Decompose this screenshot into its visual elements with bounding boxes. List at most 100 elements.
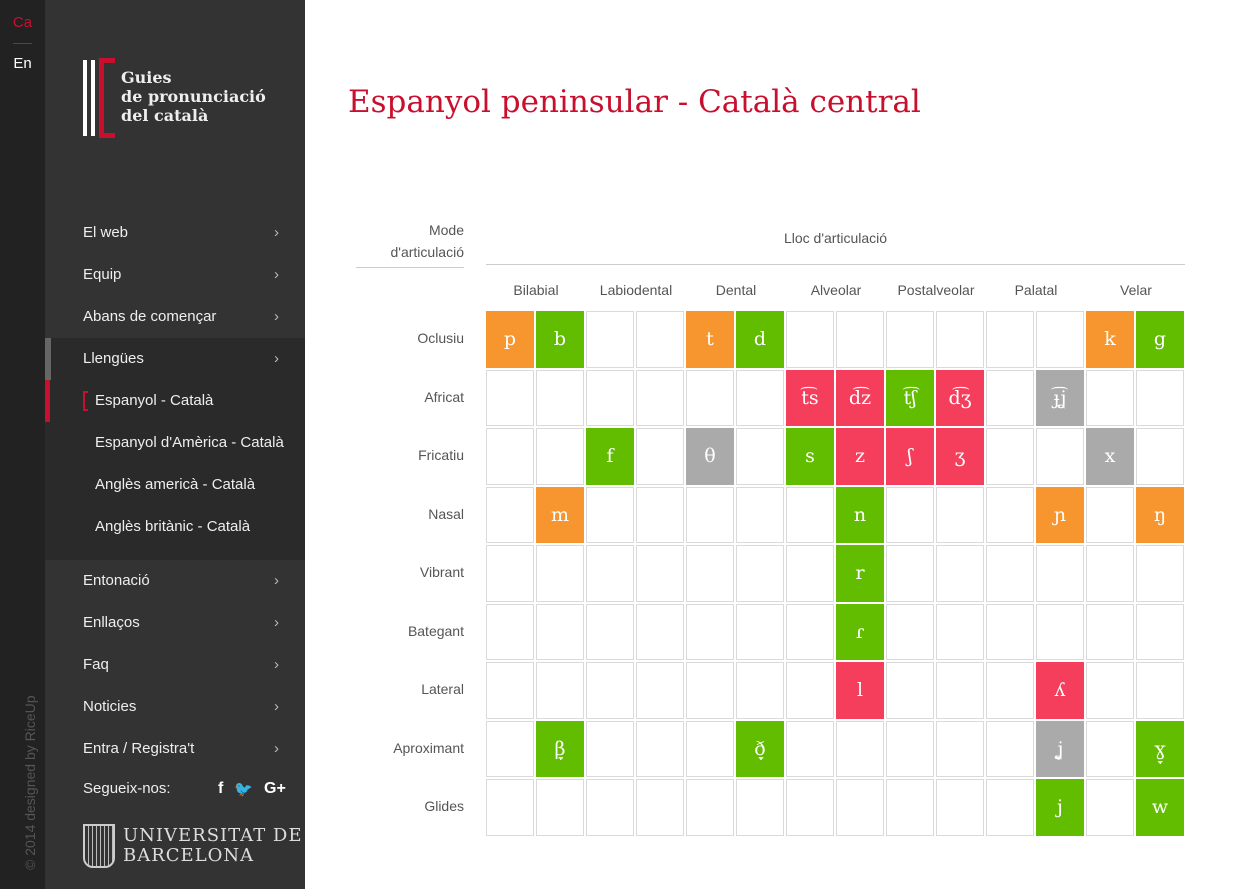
subnav-item[interactable]: Anglès britànic - Català xyxy=(45,506,305,548)
subnav-item[interactable]: Espanyol d'Amèrica - Català xyxy=(45,422,305,464)
empty-cell xyxy=(536,603,584,660)
empty-cell xyxy=(986,428,1034,485)
empty-cell xyxy=(886,603,934,660)
phoneme-cell[interactable]: r xyxy=(836,545,884,602)
twitter-icon[interactable]: 🐦 xyxy=(234,781,253,798)
phoneme-cell[interactable]: m xyxy=(536,486,584,543)
empty-cell xyxy=(486,428,534,485)
empty-cell xyxy=(936,603,984,660)
empty-cell xyxy=(786,311,834,368)
language-en[interactable]: En xyxy=(13,55,32,72)
phoneme-cell[interactable]: ʃ xyxy=(886,428,934,485)
empty-cell xyxy=(1086,545,1134,602)
logo-line: del català xyxy=(121,106,209,125)
nav-item[interactable]: Abans de començar › xyxy=(45,296,305,338)
logo-line: Guies xyxy=(121,68,172,87)
phoneme-cell[interactable]: β̞ xyxy=(536,720,584,777)
empty-cell xyxy=(586,720,634,777)
empty-cell xyxy=(636,311,684,368)
phoneme-cell[interactable]: s xyxy=(786,428,834,485)
empty-cell xyxy=(886,779,934,836)
phoneme-cell[interactable]: p xyxy=(486,311,534,368)
subnav-item[interactable]: Anglès americà - Català xyxy=(45,464,305,506)
nav-item[interactable]: Entra / Registra't › xyxy=(45,728,305,770)
phoneme-cell[interactable]: ʝ̞ xyxy=(1036,720,1084,777)
nav-item[interactable]: Noticies › xyxy=(45,686,305,728)
phoneme-cell[interactable]: ɾ xyxy=(836,603,884,660)
empty-cell xyxy=(1036,428,1084,485)
language-ca[interactable]: Ca xyxy=(12,14,33,31)
logo-line: de pronunciació xyxy=(121,87,266,106)
empty-cell xyxy=(836,311,884,368)
phoneme-cell[interactable]: l xyxy=(836,662,884,719)
phoneme-cell[interactable]: d xyxy=(736,311,784,368)
university-line: UNIVERSITAT DE xyxy=(123,825,303,846)
phoneme-cell[interactable]: f xyxy=(586,428,634,485)
column-header: Alveolar xyxy=(810,282,862,298)
empty-cell xyxy=(486,662,534,719)
nav-item[interactable]: Llengües › xyxy=(45,338,305,380)
phoneme-cell[interactable]: t xyxy=(686,311,734,368)
nav-item[interactable]: Equip › xyxy=(45,254,305,296)
empty-cell xyxy=(736,545,784,602)
column-header: Velar xyxy=(1120,282,1152,298)
empty-cell xyxy=(636,428,684,485)
university-logo[interactable]: UNIVERSITAT DE BARCELONA xyxy=(83,824,303,868)
empty-cell xyxy=(986,369,1034,426)
phoneme-cell[interactable]: ʒ xyxy=(936,428,984,485)
phoneme-cell[interactable]: t͡s xyxy=(786,369,834,426)
phoneme-cell[interactable]: d͡ʒ xyxy=(936,369,984,426)
nav-item[interactable]: Entonació › xyxy=(45,560,305,602)
sidebar: Guies de pronunciació del català Segueix-n… xyxy=(45,0,305,889)
empty-cell xyxy=(786,486,834,543)
logo-mark-icon xyxy=(83,58,121,138)
phoneme-cell[interactable]: x xyxy=(1086,428,1134,485)
nav-item[interactable]: Faq › xyxy=(45,644,305,686)
subnav-item[interactable]: Espanyol - Català xyxy=(45,380,305,422)
empty-cell xyxy=(886,545,934,602)
phoneme-cell[interactable]: n xyxy=(836,486,884,543)
subnav-bg xyxy=(45,548,305,560)
nav-item[interactable]: El web › xyxy=(45,212,305,254)
phoneme-cell[interactable]: t͡ʃ xyxy=(886,369,934,426)
phoneme-cell[interactable]: ɣ̞ xyxy=(1136,720,1184,777)
phoneme-cell[interactable]: w xyxy=(1136,779,1184,836)
phoneme-cell[interactable]: ɟ͡ʝ xyxy=(1036,369,1084,426)
column-header: Palatal xyxy=(1014,282,1058,298)
phoneme-cell[interactable]: θ xyxy=(686,428,734,485)
nav-item[interactable]: Enllaços › xyxy=(45,602,305,644)
phoneme-cell[interactable]: j xyxy=(1036,779,1084,836)
phoneme-cell[interactable]: z xyxy=(836,428,884,485)
phoneme-cell[interactable]: k xyxy=(1086,311,1134,368)
empty-cell xyxy=(586,603,634,660)
phoneme-cell[interactable]: ð̞ xyxy=(736,720,784,777)
empty-cell xyxy=(986,545,1034,602)
empty-cell xyxy=(586,311,634,368)
empty-cell xyxy=(1136,662,1184,719)
google-plus-icon[interactable]: G+ xyxy=(264,780,286,797)
empty-cell xyxy=(736,662,784,719)
empty-cell xyxy=(786,720,834,777)
chevron-right-icon: › xyxy=(274,614,279,631)
phoneme-cell[interactable]: g xyxy=(1136,311,1184,368)
empty-cell xyxy=(1086,779,1134,836)
phoneme-cell[interactable]: ʎ xyxy=(1036,662,1084,719)
consonant-table: p b t d k g t͡s d͡z t͡ʃ d͡ʒ ɟ͡ʝ f θ s z ʃ ʒ x m n ɲ ŋ r ɾ l ʎ β̞ ð̞… xyxy=(486,311,1184,836)
row-header: Africat xyxy=(424,388,464,405)
phoneme-cell[interactable]: d͡z xyxy=(836,369,884,426)
phoneme-cell[interactable]: ŋ xyxy=(1136,486,1184,543)
empty-cell xyxy=(1036,311,1084,368)
facebook-icon[interactable]: f xyxy=(218,780,224,797)
empty-cell xyxy=(636,720,684,777)
subnav-item-label: Anglès americà - Català xyxy=(95,476,256,493)
empty-cell xyxy=(586,779,634,836)
site-logo[interactable]: Guies de pronunciació del català xyxy=(83,58,266,138)
empty-cell xyxy=(736,428,784,485)
chevron-right-icon: › xyxy=(274,266,279,283)
phoneme-cell[interactable]: b xyxy=(536,311,584,368)
nav-item-label: Entonació xyxy=(83,572,150,589)
empty-cell xyxy=(986,720,1034,777)
phoneme-cell[interactable]: ɲ xyxy=(1036,486,1084,543)
nav-item-label: Faq xyxy=(83,656,109,673)
active-bracket-icon xyxy=(83,391,88,411)
